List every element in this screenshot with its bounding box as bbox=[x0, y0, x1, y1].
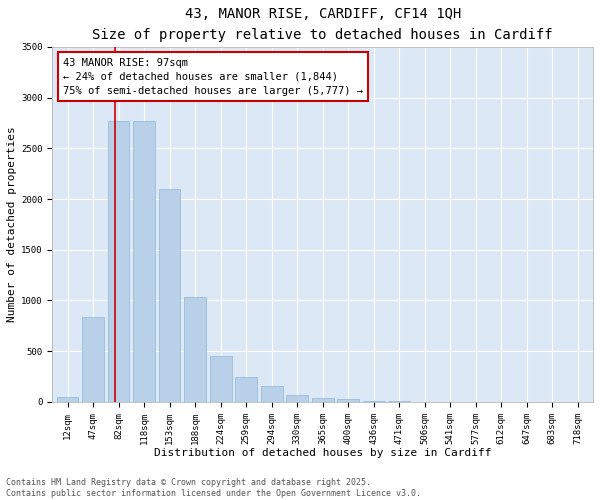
Text: Contains HM Land Registry data © Crown copyright and database right 2025.
Contai: Contains HM Land Registry data © Crown c… bbox=[6, 478, 421, 498]
Bar bbox=[261, 386, 283, 402]
X-axis label: Distribution of detached houses by size in Cardiff: Distribution of detached houses by size … bbox=[154, 448, 491, 458]
Bar bbox=[159, 189, 181, 402]
Bar bbox=[133, 121, 155, 402]
Bar bbox=[210, 356, 232, 402]
Bar bbox=[337, 399, 359, 402]
Bar bbox=[312, 398, 334, 402]
Title: 43, MANOR RISE, CARDIFF, CF14 1QH
Size of property relative to detached houses i: 43, MANOR RISE, CARDIFF, CF14 1QH Size o… bbox=[92, 7, 553, 42]
Bar bbox=[184, 298, 206, 402]
Bar bbox=[57, 397, 79, 402]
Y-axis label: Number of detached properties: Number of detached properties bbox=[7, 126, 17, 322]
Bar bbox=[286, 396, 308, 402]
Bar bbox=[363, 400, 385, 402]
Bar bbox=[82, 316, 104, 402]
Text: 43 MANOR RISE: 97sqm
← 24% of detached houses are smaller (1,844)
75% of semi-de: 43 MANOR RISE: 97sqm ← 24% of detached h… bbox=[63, 58, 363, 96]
Bar bbox=[108, 121, 130, 402]
Bar bbox=[235, 377, 257, 402]
